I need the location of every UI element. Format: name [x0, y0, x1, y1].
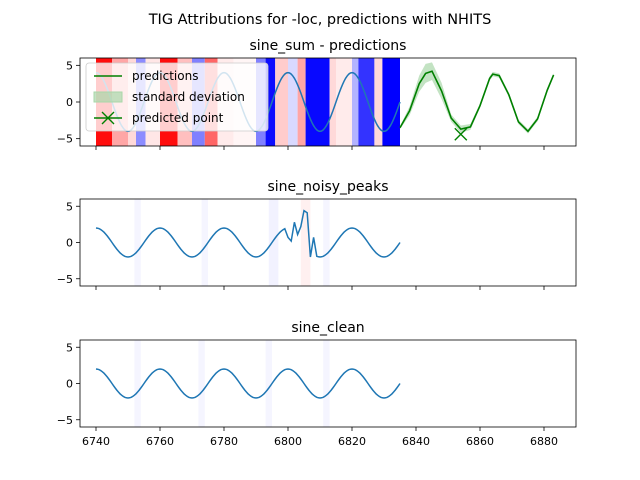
- x-tick-label: 6740: [82, 435, 110, 448]
- attribution-band-positive: [265, 340, 272, 427]
- subplot-3: sine_clean −5 0 5 6740 6760 6780 6800 6820 6840 68…: [57, 320, 577, 448]
- subplot-1: sine_sum - predictions −5 0 5 predictions sta…: [57, 38, 577, 150]
- attribution-bands: [134, 199, 330, 286]
- legend-label: standard deviation: [132, 90, 245, 104]
- subplot-2: sine_noisy_peaks −5 0 5: [57, 179, 577, 290]
- attribution-band-negative: [275, 58, 288, 146]
- history-series-line: [95, 368, 401, 399]
- legend-key-std-deviation: [93, 91, 123, 103]
- plot-area: [95, 209, 401, 258]
- attribution-band-positive: [268, 199, 279, 286]
- attribution-band-positive: [134, 340, 141, 427]
- subplot-panels: sine_sum - predictions −5 0 5 predictions sta…: [57, 38, 577, 448]
- x-tick-label: 6860: [466, 435, 494, 448]
- figure-suptitle: TIG Attributions for -loc, predictions w…: [148, 12, 492, 28]
- attribution-band-negative: [336, 58, 352, 146]
- y-tick-label: 0: [66, 378, 73, 391]
- legend-label: predictions: [132, 69, 198, 83]
- plot-area: [95, 368, 401, 399]
- subplot-title: sine_noisy_peaks: [267, 179, 388, 195]
- attribution-band-positive: [382, 58, 400, 146]
- y-tick-label: 5: [66, 59, 73, 72]
- x-tick-label: 6840: [402, 435, 430, 448]
- attribution-band-negative: [297, 58, 306, 146]
- y-tick-label: −5: [57, 414, 73, 427]
- attribution-band-positive: [134, 199, 141, 286]
- attribution-bands: [134, 340, 330, 427]
- y-tick-label: 5: [66, 200, 73, 213]
- legend-box: [85, 62, 269, 132]
- y-tick-label: 0: [66, 237, 73, 250]
- attribution-band-positive: [265, 58, 276, 146]
- attribution-band-positive: [305, 58, 330, 146]
- x-tick-label: 6820: [338, 435, 366, 448]
- attribution-band-negative: [374, 58, 383, 146]
- y-tick-label: 0: [66, 96, 73, 109]
- attribution-band-positive: [198, 340, 205, 427]
- y-tick-label: −5: [57, 133, 73, 146]
- subplot-title: sine_sum - predictions: [250, 38, 407, 54]
- attribution-band-positive: [288, 58, 298, 146]
- y-tick-label: 5: [66, 341, 73, 354]
- attribution-band-positive: [352, 58, 359, 146]
- attribution-band-positive: [323, 340, 330, 427]
- legend-key-marker: [101, 111, 115, 125]
- x-tick-label: 6880: [530, 435, 558, 448]
- attribution-band-negative: [300, 199, 311, 286]
- attribution-band-positive: [201, 199, 208, 286]
- x-tick-label: 6760: [146, 435, 174, 448]
- y-tick-label: −5: [57, 273, 73, 286]
- attribution-band-positive: [323, 199, 330, 286]
- predicted-point-marker: [454, 127, 468, 141]
- attribution-band-negative: [329, 58, 336, 146]
- attribution-band-positive: [358, 58, 375, 146]
- x-tick-label: 6800: [274, 435, 302, 448]
- std-deviation-band: [400, 62, 554, 134]
- subplot-title: sine_clean: [291, 320, 364, 336]
- legend-label: predicted point: [132, 111, 224, 125]
- history-series-line: [95, 209, 401, 258]
- legend: predictions standard deviation predicted p…: [85, 62, 269, 132]
- x-tick-label: 6780: [210, 435, 238, 448]
- predictions-line: [399, 70, 555, 133]
